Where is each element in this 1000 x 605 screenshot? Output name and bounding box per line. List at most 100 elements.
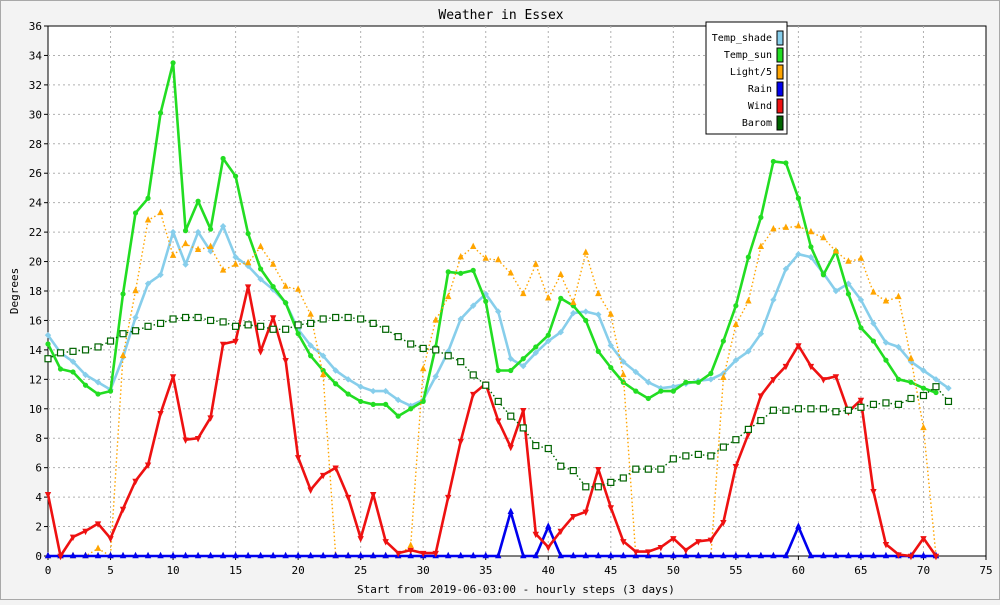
data-point-rain (920, 551, 927, 559)
x-tick-label: 15 (229, 564, 242, 577)
data-point-wind (44, 491, 52, 499)
y-tick-label: 24 (29, 197, 43, 210)
data-point-wind (532, 531, 539, 539)
data-point-barom (219, 318, 227, 326)
data-point-temp-shade (582, 308, 589, 315)
data-point-temp-shade (757, 330, 765, 337)
x-tick-label: 40 (542, 564, 555, 577)
data-point-rain (707, 551, 715, 559)
data-point-light-5 (307, 310, 314, 317)
data-point-temp-sun (545, 332, 551, 338)
data-point-rain (670, 551, 677, 559)
chart-title: Weather in Essex (438, 8, 563, 23)
data-point-temp-sun (333, 381, 339, 387)
data-point-temp-sun (845, 291, 852, 297)
legend-label: Light/5 (730, 67, 772, 78)
data-point-rain (244, 551, 252, 559)
data-point-temp-shade (207, 248, 214, 255)
data-point-rain (770, 551, 777, 559)
data-point-wind (432, 550, 439, 558)
data-point-barom (394, 333, 402, 341)
data-point-light-5 (119, 351, 127, 358)
data-point-temp-sun (420, 398, 426, 405)
legend-swatch (776, 81, 784, 97)
data-point-barom (294, 321, 302, 329)
data-point-temp-sun (408, 406, 414, 412)
y-tick-label: 20 (29, 256, 42, 269)
data-point-light-5 (282, 282, 289, 289)
data-point-barom (944, 397, 953, 406)
data-point-rain (269, 551, 277, 559)
data-point-temp-shade (144, 280, 152, 287)
data-point-light-5 (407, 541, 414, 548)
data-point-temp-sun (458, 270, 464, 276)
data-point-light-5 (557, 270, 564, 278)
data-point-wind (620, 539, 627, 546)
data-point-rain (845, 551, 852, 559)
data-point-temp-sun (583, 317, 589, 324)
data-point-rain (807, 551, 815, 559)
data-point-temp-shade (807, 253, 815, 261)
data-point-rain (470, 551, 477, 559)
data-point-light-5 (194, 245, 202, 252)
data-point-rain (107, 551, 114, 559)
data-point-temp-shade (432, 373, 439, 380)
data-point-rain (882, 551, 890, 559)
data-point-wind (745, 431, 752, 439)
data-point-temp-shade (770, 296, 777, 304)
legend-label: Temp_sun (724, 50, 772, 61)
data-point-temp-sun (120, 291, 126, 297)
data-point-temp-sun (858, 325, 864, 331)
data-point-temp-sun (520, 356, 526, 362)
data-point-wind (457, 438, 464, 446)
data-point-light-5 (907, 354, 915, 361)
data-point-rain (282, 551, 289, 559)
legend-box (705, 21, 788, 135)
data-point-rain (219, 551, 227, 559)
legend-label: Rain (748, 84, 772, 95)
x-axis-label: Start from 2019-06-03:00 - hourly steps … (357, 583, 675, 596)
data-point-wind (820, 377, 827, 384)
data-point-temp-shade (457, 315, 464, 323)
data-point-light-5 (219, 266, 227, 273)
data-point-wind (645, 549, 652, 556)
x-tick-label: 5 (107, 564, 114, 577)
data-point-barom (769, 406, 777, 414)
data-point-light-5 (745, 297, 752, 304)
data-point-rain (157, 551, 164, 559)
data-point-wind (307, 487, 314, 494)
data-point-barom (682, 452, 690, 460)
data-point-temp-shade (570, 309, 577, 317)
data-point-temp-shade (495, 308, 502, 315)
data-point-barom (119, 330, 127, 338)
data-point-temp-sun (395, 413, 401, 419)
data-point-barom (282, 325, 290, 333)
data-point-temp-sun (483, 298, 489, 304)
data-point-barom (619, 474, 627, 482)
data-point-wind (207, 415, 214, 422)
y-tick-label: 32 (29, 79, 42, 92)
data-point-rain (369, 551, 377, 559)
data-point-temp-shade (620, 358, 627, 365)
data-point-barom (419, 344, 427, 353)
data-point-temp-sun (533, 344, 539, 350)
data-point-barom (307, 319, 315, 327)
data-point-temp-shade (169, 228, 177, 236)
data-point-light-5 (532, 260, 539, 267)
legend-label: Wind (748, 101, 772, 112)
data-point-light-5 (545, 294, 552, 301)
data-point-temp-shade (470, 302, 477, 309)
data-point-temp-shade (369, 387, 377, 395)
data-point-temp-shade (595, 311, 602, 318)
data-point-barom (544, 444, 552, 453)
data-point-temp-sun (45, 341, 51, 347)
data-point-barom (657, 465, 665, 473)
data-point-temp-shade (645, 379, 652, 386)
data-point-temp-sun (633, 388, 639, 394)
data-point-barom (744, 425, 752, 433)
data-point-temp-sun (895, 376, 902, 382)
data-point-temp-shade (857, 296, 865, 304)
data-point-rain (857, 551, 865, 559)
data-point-light-5 (319, 370, 327, 378)
